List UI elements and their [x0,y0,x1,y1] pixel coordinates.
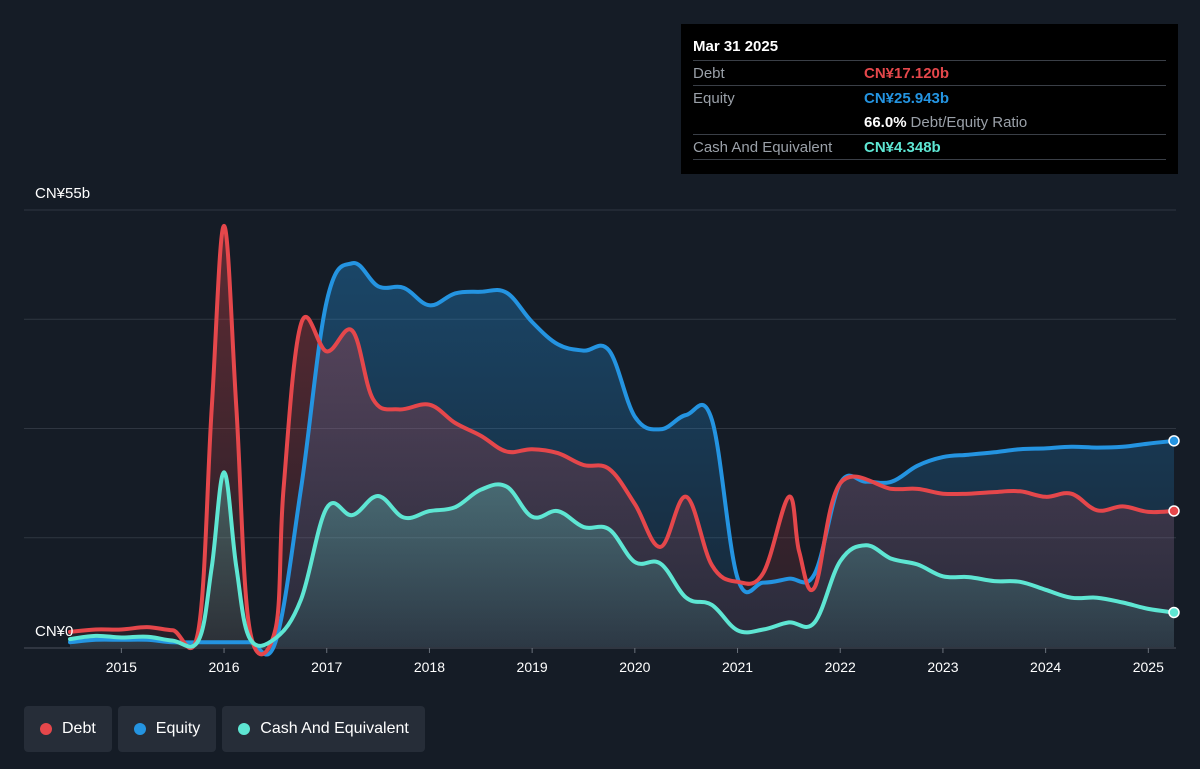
series-endpoints [1168,435,1180,619]
x-tick-label-2025: 2025 [1133,659,1164,675]
tooltip-ratio-label: Debt/Equity Ratio [910,113,1028,131]
data-tooltip: Mar 31 2025 Debt CN¥17.120b Equity CN¥25… [681,24,1178,174]
x-tick-label-2020: 2020 [619,659,650,675]
tooltip-date: Mar 31 2025 [693,38,779,55]
x-tick-label-2024: 2024 [1030,659,1061,675]
debt-dot-icon [40,723,52,735]
tooltip-equity-value: CN¥25.943b [864,89,950,107]
tooltip-equity-row: Equity CN¥25.943b [693,85,1166,110]
tooltip-ratio-value: 66.0% [864,113,907,131]
x-tick-label-2021: 2021 [722,659,753,675]
x-tick-label-2022: 2022 [825,659,856,675]
debt-equity-chart: 2015 2016 2017 2018 2019 2020 2021 2022 2023 2024… [24,185,1180,675]
tooltip-debt-row: Debt CN¥17.120b [693,60,1166,85]
area-cash-and-equivalent [70,472,1174,647]
cash-dot-icon [238,723,251,735]
x-tick-label-2018: 2018 [414,659,445,675]
tooltip-cash-value: CN¥4.348b [864,138,941,156]
y-axis-min-label: CN¥0 [35,623,73,640]
x-axis: 2015 2016 2017 2018 2019 2020 2021 2022 2023 2024… [106,648,1164,675]
x-tick-label-2019: 2019 [517,659,548,675]
legend-label-debt: Debt [62,720,96,737]
tooltip-ratio-row: 66.0% Debt/Equity Ratio [693,110,1166,134]
tooltip-cash-label: Cash And Equivalent [693,138,833,156]
line-equity [68,261,1176,657]
legend-item-cash[interactable]: Cash And Equivalent [222,706,425,752]
series-areas [70,225,1174,655]
x-tick-label-2023: 2023 [927,659,958,675]
tooltip-cash-row: Cash And Equivalent CN¥4.348b [693,134,1166,160]
line-debt [68,223,1176,657]
endpoint-cash-and-equivalent [1168,606,1180,619]
tooltip-equity-label: Equity [693,89,735,107]
endpoint-debt [1168,505,1180,517]
line-cash-and-equivalent [68,470,1176,649]
tooltip-debt-label: Debt [693,64,725,82]
endpoint-equity [1168,435,1180,447]
x-tick-label-2015: 2015 [106,659,137,675]
legend-item-equity[interactable]: Equity [117,706,217,752]
series-lines [68,223,1176,657]
x-tick-label-2017: 2017 [311,659,342,675]
equity-dot-icon [133,723,146,735]
x-tick-label-2016: 2016 [208,659,239,675]
chart-legend: Debt Equity Cash And Equivalent [24,706,425,752]
legend-label-equity: Equity [155,720,201,737]
legend-label-cash: Cash And Equivalent [260,720,409,737]
legend-item-debt[interactable]: Debt [24,706,112,752]
tooltip-debt-value: CN¥17.120b [864,64,950,82]
y-axis-max-label: CN¥55b [35,185,90,202]
